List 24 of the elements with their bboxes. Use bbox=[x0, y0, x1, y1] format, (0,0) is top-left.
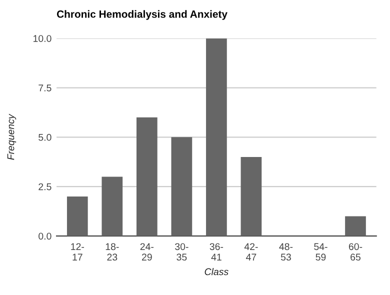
bar bbox=[240, 156, 262, 236]
x-tick-label: 42- 47 bbox=[244, 243, 258, 260]
y-tick-label: 5.0 bbox=[38, 134, 52, 141]
bar bbox=[102, 176, 123, 236]
y-tick-label: 0.0 bbox=[38, 232, 52, 240]
y-tick-label: 7.5 bbox=[38, 84, 52, 92]
bar bbox=[345, 216, 366, 236]
bar bbox=[206, 38, 227, 236]
x-tick-label: 12- 17 bbox=[71, 243, 84, 260]
x-tick-label: 24- 29 bbox=[140, 243, 154, 261]
x-tick-label: 36- 41 bbox=[210, 243, 224, 260]
x-tick-label: 60- 65 bbox=[348, 243, 362, 261]
bar bbox=[171, 137, 192, 236]
bar bbox=[136, 117, 158, 236]
x-axis-title: Class bbox=[204, 268, 228, 276]
y-axis-title: Frequency bbox=[7, 114, 16, 160]
x-tick-label: 48- 53 bbox=[279, 243, 293, 261]
y-tick-label: 2.5 bbox=[38, 183, 52, 190]
bar bbox=[66, 196, 88, 236]
y-tick-label: 10.0 bbox=[34, 35, 52, 42]
chart-title: Chronic Hemodialysis and Anxiety bbox=[56, 10, 228, 20]
x-tick-label: 54- 59 bbox=[314, 243, 328, 261]
x-tick-label: 30- 35 bbox=[175, 243, 188, 261]
x-tick-label: 18- 23 bbox=[106, 243, 119, 261]
